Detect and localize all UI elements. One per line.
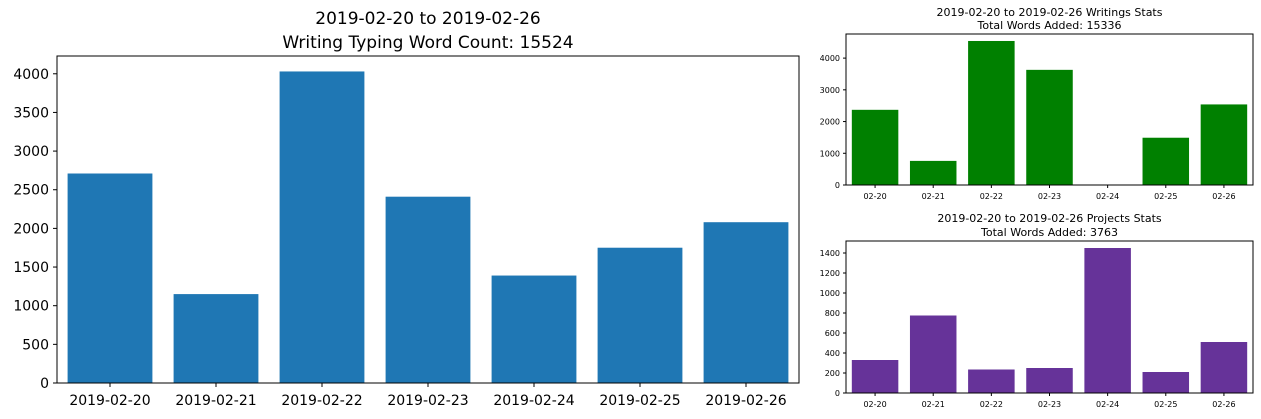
x-tick-label: 02-22 bbox=[980, 400, 1003, 409]
bar bbox=[279, 71, 365, 383]
x-tick-label: 02-21 bbox=[922, 192, 945, 201]
x-tick-label: 02-26 bbox=[1212, 192, 1235, 201]
bar bbox=[597, 247, 683, 383]
y-tick-label: 3500 bbox=[13, 105, 49, 121]
x-tick-label: 2019-02-22 bbox=[281, 393, 362, 409]
x-tick-label: 02-21 bbox=[922, 400, 945, 409]
bar bbox=[1026, 69, 1073, 185]
y-tick-label: 0 bbox=[835, 389, 840, 398]
y-tick-label: 1000 bbox=[820, 289, 840, 298]
y-tick-label: 3000 bbox=[820, 86, 840, 95]
chart-title: 2019-02-20 to 2019-02-26 bbox=[315, 9, 540, 29]
bar bbox=[1026, 368, 1073, 393]
x-tick-label: 02-23 bbox=[1038, 192, 1061, 201]
y-tick-label: 2000 bbox=[820, 118, 840, 127]
chart-title: 2019-02-20 to 2019-02-26 Writings Stats bbox=[937, 6, 1163, 19]
x-tick-label: 02-22 bbox=[980, 192, 1003, 201]
x-tick-label: 02-20 bbox=[863, 400, 886, 409]
chart-subtitle: Writing Typing Word Count: 15524 bbox=[282, 33, 573, 53]
bar bbox=[909, 160, 957, 185]
bar bbox=[385, 196, 471, 383]
x-tick-label: 2019-02-25 bbox=[599, 393, 680, 409]
x-tick-label: 2019-02-24 bbox=[493, 393, 574, 409]
chart-3: 2019-02-20 to 2019-02-26 Projects StatsT… bbox=[820, 212, 1254, 409]
y-tick-label: 0 bbox=[40, 376, 49, 392]
y-tick-label: 400 bbox=[825, 349, 840, 358]
bar bbox=[703, 222, 789, 383]
y-tick-label: 1000 bbox=[820, 149, 840, 158]
y-tick-label: 4000 bbox=[13, 67, 49, 83]
x-tick-label: 02-23 bbox=[1038, 400, 1061, 409]
chart-subtitle: Total Words Added: 15336 bbox=[977, 19, 1122, 32]
y-tick-label: 3000 bbox=[13, 144, 49, 160]
y-tick-label: 600 bbox=[825, 329, 840, 338]
y-tick-label: 1200 bbox=[820, 269, 840, 278]
y-tick-label: 200 bbox=[825, 369, 840, 378]
chart-subtitle: Total Words Added: 3763 bbox=[980, 226, 1118, 239]
bar bbox=[67, 173, 153, 383]
bar bbox=[968, 369, 1015, 393]
bar bbox=[1200, 104, 1248, 185]
bar bbox=[491, 275, 577, 383]
chart-title: 2019-02-20 to 2019-02-26 Projects Stats bbox=[937, 212, 1162, 225]
x-tick-label: 02-24 bbox=[1096, 192, 1119, 201]
bar bbox=[173, 294, 259, 383]
y-tick-label: 800 bbox=[825, 309, 840, 318]
chart-2: 2019-02-20 to 2019-02-26 Writings StatsT… bbox=[820, 6, 1254, 201]
bar bbox=[851, 360, 899, 393]
x-tick-label: 02-26 bbox=[1212, 400, 1235, 409]
x-tick-label: 2019-02-20 bbox=[69, 393, 150, 409]
bar bbox=[1200, 342, 1248, 393]
x-tick-label: 2019-02-21 bbox=[175, 393, 256, 409]
y-tick-label: 4000 bbox=[820, 54, 840, 63]
x-tick-label: 2019-02-26 bbox=[705, 393, 786, 409]
y-tick-label: 2500 bbox=[13, 183, 49, 199]
x-tick-label: 02-20 bbox=[863, 192, 886, 201]
bar bbox=[851, 109, 899, 185]
y-tick-label: 1000 bbox=[13, 299, 49, 315]
bar bbox=[1142, 137, 1190, 185]
y-tick-label: 1400 bbox=[820, 249, 840, 258]
x-tick-label: 02-25 bbox=[1154, 400, 1177, 409]
chart-1: 2019-02-20 to 2019-02-26 Writing Typing W… bbox=[13, 9, 800, 409]
y-tick-label: 2000 bbox=[13, 221, 49, 237]
bar bbox=[968, 40, 1015, 186]
x-tick-label: 2019-02-23 bbox=[387, 393, 468, 409]
x-tick-label: 02-25 bbox=[1154, 192, 1177, 201]
y-tick-label: 0 bbox=[835, 181, 840, 190]
y-tick-label: 500 bbox=[22, 337, 49, 353]
bar bbox=[1142, 372, 1190, 393]
x-tick-label: 02-24 bbox=[1096, 400, 1119, 409]
bar bbox=[1084, 248, 1131, 393]
y-tick-label: 1500 bbox=[13, 260, 49, 276]
bar bbox=[909, 315, 957, 393]
